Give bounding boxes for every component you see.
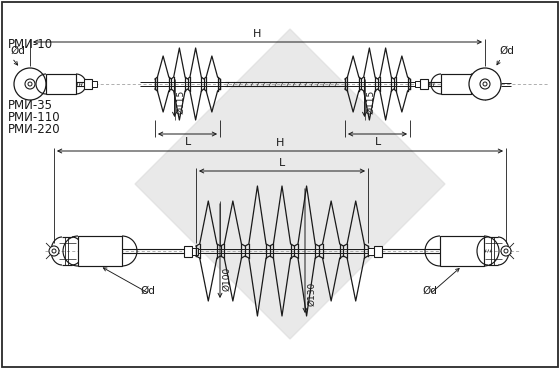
Bar — [192, 248, 198, 255]
Text: Ød: Ød — [423, 286, 437, 296]
Text: РМИ-10: РМИ-10 — [8, 38, 53, 51]
Text: Ød: Ød — [141, 286, 156, 296]
Text: L: L — [184, 137, 190, 147]
Text: Ød: Ød — [499, 46, 514, 56]
Bar — [92, 81, 97, 87]
Bar — [84, 79, 92, 89]
Circle shape — [480, 79, 490, 89]
Circle shape — [501, 246, 511, 256]
Circle shape — [504, 249, 508, 253]
Circle shape — [14, 68, 46, 100]
Bar — [441, 74, 471, 94]
Text: Ø130: Ø130 — [307, 282, 316, 306]
Circle shape — [469, 68, 501, 100]
Bar — [420, 79, 428, 89]
Bar — [368, 248, 374, 255]
Circle shape — [28, 82, 32, 86]
Text: L: L — [279, 158, 285, 168]
Text: Ø115: Ø115 — [366, 90, 376, 114]
Text: Ø100: Ø100 — [222, 267, 231, 291]
Text: H: H — [276, 138, 284, 148]
Text: Ød: Ød — [10, 46, 25, 56]
Text: L: L — [375, 137, 381, 147]
Text: РМИ-35: РМИ-35 — [8, 99, 53, 112]
Circle shape — [49, 246, 59, 256]
Circle shape — [52, 249, 56, 253]
Bar — [440, 236, 484, 266]
Bar — [78, 236, 122, 266]
Text: Ø115: Ø115 — [176, 90, 185, 114]
Circle shape — [483, 82, 487, 86]
Circle shape — [25, 79, 35, 89]
Text: H: H — [253, 29, 262, 39]
Bar — [46, 74, 76, 94]
Text: РМИ-220: РМИ-220 — [8, 123, 60, 136]
Bar — [415, 81, 420, 87]
Bar — [374, 245, 382, 256]
Polygon shape — [135, 29, 445, 339]
Bar — [184, 245, 192, 256]
Text: РМИ-110: РМИ-110 — [8, 111, 60, 124]
